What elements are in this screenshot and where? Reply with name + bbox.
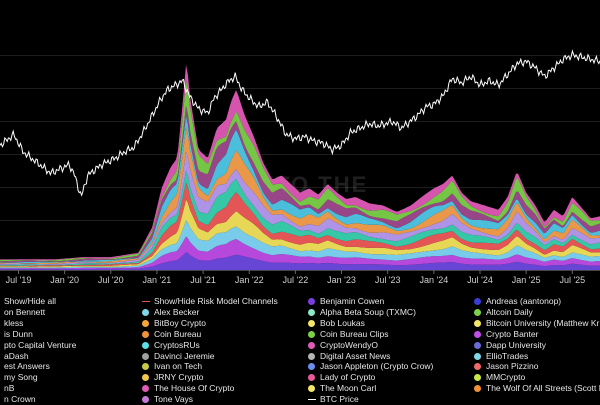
btc-price-line xyxy=(0,49,600,197)
legend-dot-swatch xyxy=(142,374,149,382)
legend-dot-swatch xyxy=(308,385,315,393)
legend-dot-swatch xyxy=(142,308,149,316)
legend-item-label: BitBoy Crypto xyxy=(154,317,206,328)
legend-item-label: Benjamin Cowen xyxy=(320,296,385,306)
x-tick-label-2: Jul '20 xyxy=(98,275,124,285)
x-tick-label-3: Jan '21 xyxy=(143,275,172,285)
legend-dot-swatch xyxy=(142,385,149,393)
x-tick-label-8: Jul '23 xyxy=(375,275,401,285)
legend-item-label: CryptoWendyO xyxy=(320,339,378,350)
legend-dot-swatch xyxy=(308,298,315,305)
legend-item-label: Bob Loukas xyxy=(320,317,365,328)
legend-dot-swatch xyxy=(308,308,315,316)
legend-item-label: est Answers xyxy=(4,361,50,372)
legend-item-label: Alex Becker xyxy=(154,306,200,317)
legend-item-label: The Wolf Of All Streets (Scott M xyxy=(486,383,600,394)
legend-item-label: Tone Vays xyxy=(154,394,194,405)
legend-dot-swatch xyxy=(474,352,481,360)
legend-dot-swatch xyxy=(474,298,481,305)
legend-dot-swatch xyxy=(474,363,481,371)
legend-item-label: Crypto Banter xyxy=(486,328,539,339)
legend-item-label: Jason Pizzino xyxy=(486,361,539,372)
legend-item-label: kless xyxy=(4,317,24,328)
legend-item-label: pto Capital Venture xyxy=(4,339,77,350)
legend-item-label: Altcoin Daily xyxy=(486,306,533,317)
legend-item-label: aDash xyxy=(4,350,29,361)
legend-item-label: Bitcoin University (Matthew Kr xyxy=(486,317,600,328)
area-layer-0 xyxy=(0,252,600,270)
legend-dot-swatch xyxy=(474,330,481,338)
x-tick-label-4: Jul '21 xyxy=(190,275,216,285)
legend-dot-swatch xyxy=(308,374,315,382)
legend-item-label: The Moon Carl xyxy=(320,383,377,394)
x-tick-label-12: Jul '25 xyxy=(559,275,585,285)
x-tick-label-1: Jan '20 xyxy=(50,275,79,285)
legend-dot-swatch xyxy=(474,319,481,327)
stacked-area-series xyxy=(0,64,600,270)
legend-item-label: Show/Hide all xyxy=(4,296,56,306)
legend-item-label: Coin Bureau xyxy=(154,328,202,339)
legend-item-label: Lady of Crypto xyxy=(320,372,376,383)
legend-dot-swatch xyxy=(142,319,149,327)
legend-item-label: nB xyxy=(4,383,15,394)
area-layer-1 xyxy=(0,236,600,270)
legend-dot-swatch xyxy=(308,341,315,349)
legend-dot-swatch xyxy=(308,319,315,327)
legend-item-label: Digital Asset News xyxy=(320,350,391,361)
legend-item-label: my Song xyxy=(4,372,38,383)
x-tick-label-6: Jul '22 xyxy=(283,275,309,285)
legend-item-label: Jason Appleton (Crypto Crow) xyxy=(320,361,434,372)
legend-dot-swatch xyxy=(142,341,149,349)
legend-dot-swatch xyxy=(308,330,315,338)
legend-dot-swatch xyxy=(142,352,149,360)
legend-item-label: is Dunn xyxy=(4,328,33,339)
legend-item-label: BTC Price xyxy=(320,394,359,405)
legend-item-label: EllioTrades xyxy=(486,350,529,361)
legend-line-swatch xyxy=(142,301,150,302)
legend-dot-swatch xyxy=(308,352,315,360)
legend-dot-swatch xyxy=(474,308,481,316)
legend-dot-swatch xyxy=(474,341,481,349)
legend-item-label: Davinci Jeremie xyxy=(154,350,215,361)
legend-item-label: on Bennett xyxy=(4,306,46,317)
legend-item-label: Andreas (aantonop) xyxy=(486,296,562,306)
legend-item-label: JRNY Crypto xyxy=(154,372,204,383)
legend-item-label: n Crown xyxy=(4,394,36,405)
x-tick-label-10: Jul '24 xyxy=(467,275,493,285)
legend-dot-swatch xyxy=(142,363,149,371)
legend-item-label: Dapp University xyxy=(486,339,546,350)
legend-dot-swatch xyxy=(142,330,149,338)
x-tick-label-9: Jan '24 xyxy=(419,275,448,285)
legend-item-label: CryptosRUs xyxy=(154,339,200,350)
legend-item-label: The House Of Crypto xyxy=(154,383,235,394)
x-tick-label-11: Jan '25 xyxy=(512,275,541,285)
x-tick-label-5: Jan '22 xyxy=(235,275,264,285)
x-tick-label-0: Jul '19 xyxy=(6,275,32,285)
legend-dot-swatch xyxy=(474,374,481,382)
legend-dot-swatch xyxy=(308,363,315,371)
legend-item-label: Alpha Beta Soup (TXMC) xyxy=(320,306,416,317)
legend-dot-swatch xyxy=(474,385,481,393)
x-axis-ticks: Jul '19 Jan '20 Jul '20 Jan '21 Jul '21 Jan '… xyxy=(6,270,585,285)
legend-item-label: Coin Bureau Clips xyxy=(320,328,389,339)
x-tick-label-7: Jan '23 xyxy=(327,275,356,285)
legend-item-label: Show/Hide Risk Model Channels xyxy=(154,296,278,306)
legend-item-label: MMCrypto xyxy=(486,372,526,383)
legend-item-label: Ivan on Tech xyxy=(154,361,203,372)
